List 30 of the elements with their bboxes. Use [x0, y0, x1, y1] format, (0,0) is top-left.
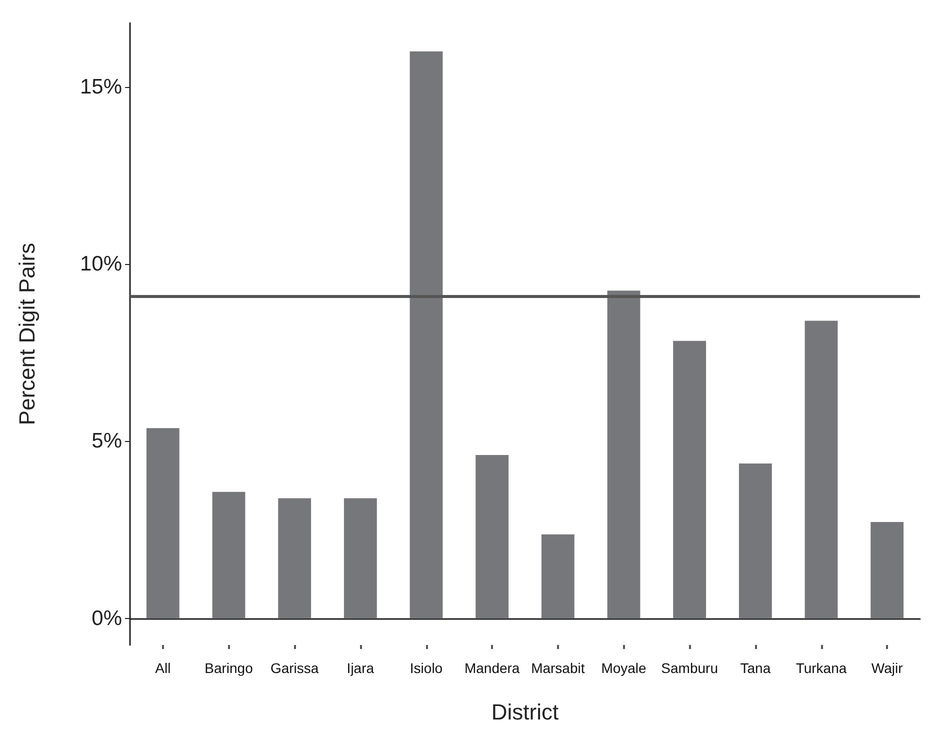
bar: [476, 455, 509, 618]
x-tick-label: Garissa: [270, 660, 319, 676]
bar: [541, 534, 574, 618]
y-tick-label: 10%: [80, 252, 122, 276]
bar: [607, 290, 640, 618]
bar: [212, 492, 246, 618]
x-tick-label: Wajir: [871, 660, 904, 676]
bar: [278, 498, 312, 618]
x-tick-label: Turkana: [796, 660, 847, 676]
bar: [146, 428, 180, 618]
x-tick-label: Isiolo: [410, 660, 443, 676]
x-tick-label: Ijara: [346, 660, 374, 676]
bar: [673, 340, 706, 618]
bar: [804, 320, 838, 618]
x-tick-label: Baringo: [204, 660, 254, 676]
x-tick-label: Moyale: [601, 660, 647, 676]
bar: [344, 498, 377, 618]
x-tick-label: All: [155, 660, 171, 676]
y-tick-label: 15%: [80, 75, 122, 98]
y-tick-label: 5%: [92, 430, 122, 453]
x-tick-label: Marsabit: [531, 660, 585, 676]
bar: [410, 51, 443, 618]
x-axis-title: District: [491, 700, 559, 724]
y-tick-label: 0%: [92, 606, 122, 630]
x-tick-label: Mandera: [464, 660, 520, 676]
y-axis-title: Percent Digit Pairs: [14, 242, 40, 426]
bar: [738, 464, 772, 618]
bar: [870, 522, 904, 618]
x-tick-label: Samburu: [661, 660, 718, 676]
x-tick-label: Tana: [740, 660, 771, 676]
